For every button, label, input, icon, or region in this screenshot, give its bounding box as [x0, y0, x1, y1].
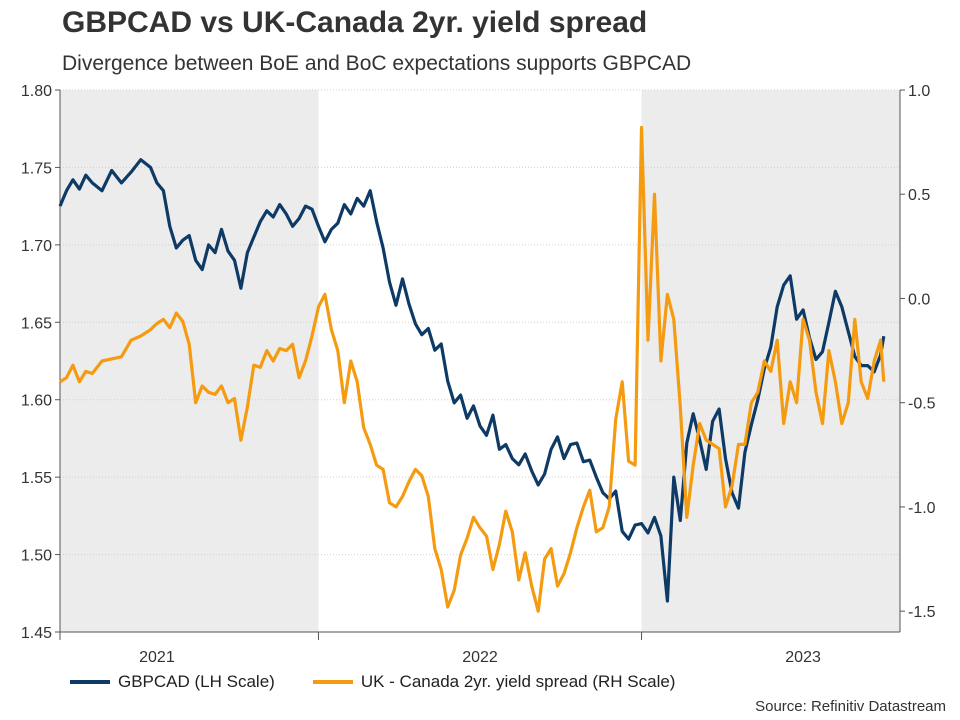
- legend-swatch-spread: [312, 680, 353, 684]
- left-tick-label-3: 1.60: [21, 393, 52, 410]
- legend: GBPCAD (LH Scale) UK - Canada 2yr. yield…: [70, 672, 675, 692]
- left-tick-label-7: 1.80: [21, 83, 52, 100]
- legend-swatch-gbpcad: [70, 680, 110, 684]
- right-tick-label-3: 0.0: [908, 291, 930, 308]
- right-tick-label-0: -1.5: [908, 604, 936, 621]
- chart-subtitle: Divergence between BoE and BoC expectati…: [62, 52, 692, 75]
- left-tick-label-4: 1.65: [21, 315, 52, 332]
- legend-label-gbpcad: GBPCAD (LH Scale): [118, 672, 275, 691]
- left-tick-label-1: 1.50: [21, 548, 52, 565]
- legend-item-gbpcad: GBPCAD (LH Scale): [70, 672, 275, 692]
- shaded-band-0: [60, 90, 319, 632]
- series-line-1: [59, 125, 886, 613]
- right-tick-label-5: 1.0: [908, 83, 930, 100]
- right-tick-label-4: 0.5: [908, 187, 930, 204]
- right-tick-label-1: -1.0: [908, 500, 936, 517]
- x-tick-label-0: 2021: [139, 649, 175, 666]
- left-tick-label-5: 1.70: [21, 238, 52, 255]
- shaded-band-1: [641, 90, 900, 632]
- series-line-0: [58, 158, 886, 603]
- x-tick-label-1: 2022: [462, 649, 498, 666]
- chart-title: GBPCAD vs UK-Canada 2yr. yield spread: [62, 6, 648, 39]
- left-tick-label-2: 1.55: [21, 470, 52, 487]
- legend-item-spread: UK - Canada 2yr. yield spread (RH Scale): [312, 672, 676, 692]
- x-tick-label-2: 2023: [785, 649, 821, 666]
- left-tick-label-6: 1.75: [21, 160, 52, 177]
- legend-label-spread: UK - Canada 2yr. yield spread (RH Scale): [360, 672, 676, 691]
- right-tick-label-2: -0.5: [908, 396, 936, 413]
- source-note: Source: Refinitiv Datastream: [755, 698, 946, 715]
- left-tick-label-0: 1.45: [21, 625, 52, 642]
